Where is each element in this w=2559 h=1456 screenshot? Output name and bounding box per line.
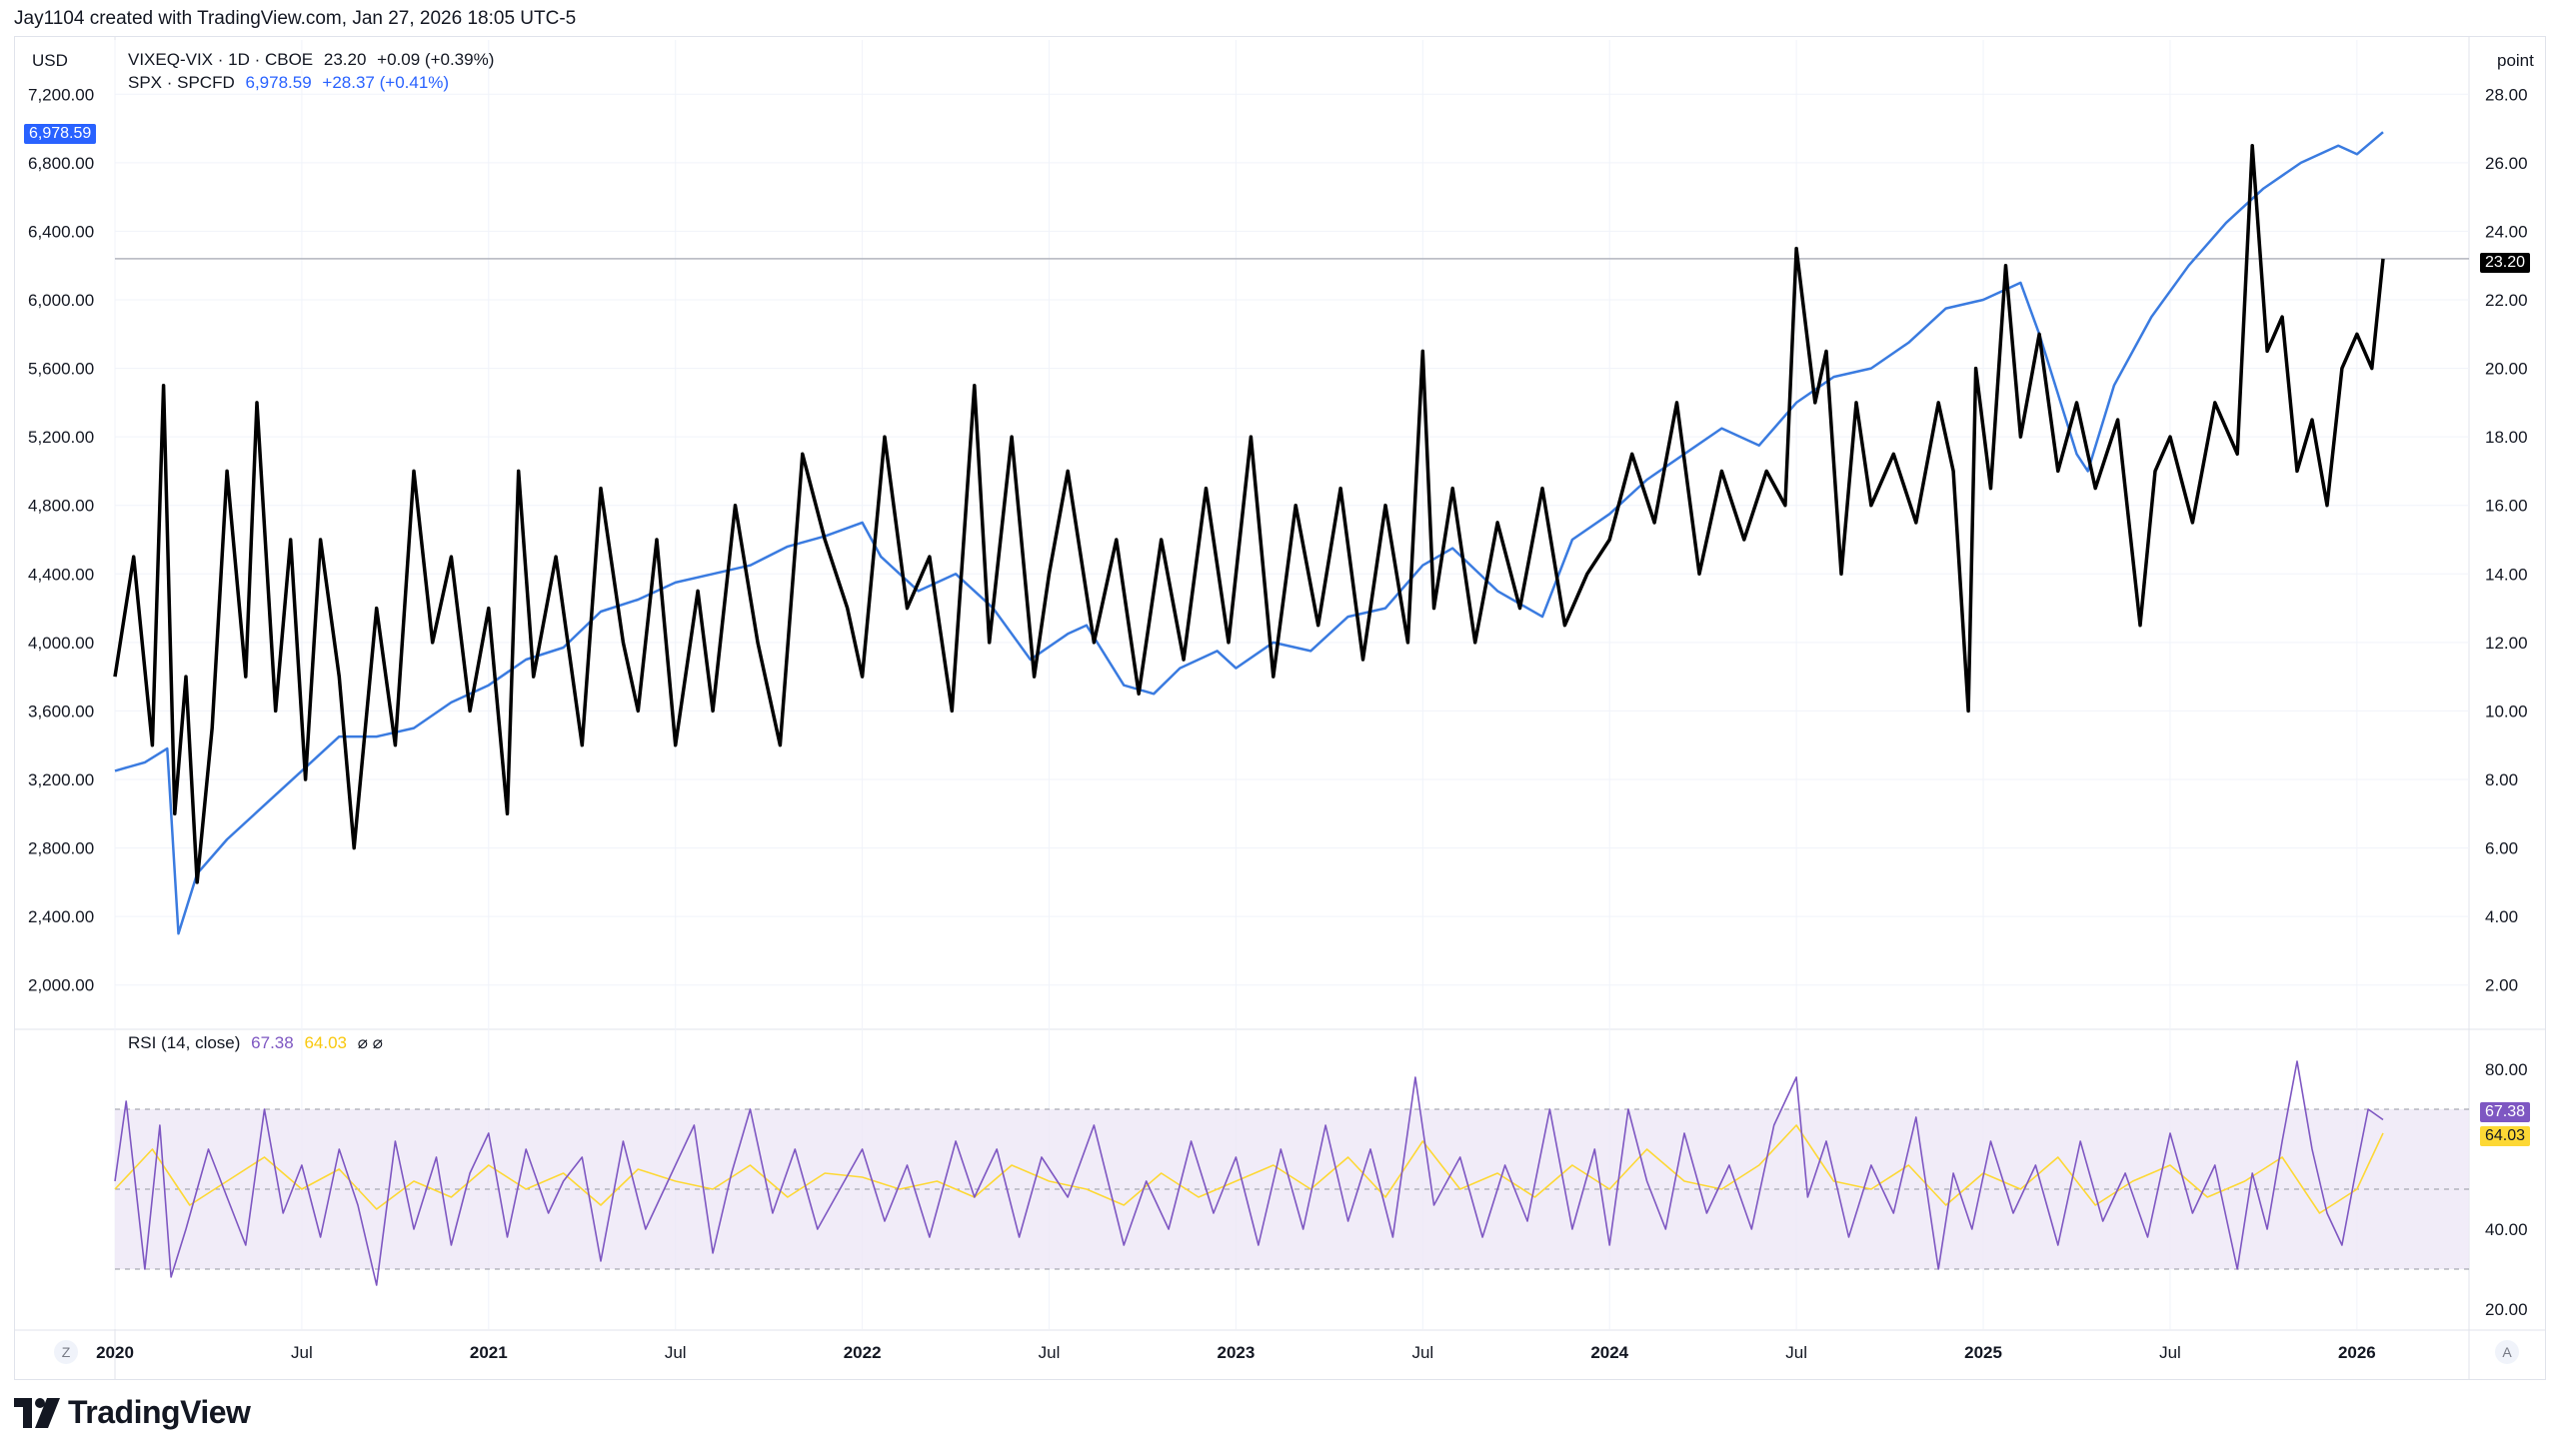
right-axis-tick-label: 8.00 bbox=[2485, 770, 2518, 789]
left-axis-tick-label: 2,000.00 bbox=[28, 976, 94, 995]
left-axis-tick-label: 6,000.00 bbox=[28, 291, 94, 310]
left-axis-tick-label: 4,000.00 bbox=[28, 634, 94, 653]
rsi-axis-tick-label: 40.00 bbox=[2485, 1220, 2528, 1239]
left-axis-tick-label: 6,400.00 bbox=[28, 222, 94, 241]
left-axis-tick-label: 3,200.00 bbox=[28, 770, 94, 789]
right-axis-tick-label: 22.00 bbox=[2485, 291, 2528, 310]
time-axis-tick-label: Jul bbox=[1039, 1343, 1061, 1362]
spx-legend-change: +28.37 (+0.41%) bbox=[322, 73, 450, 92]
left-axis-tick-label: 2,800.00 bbox=[28, 839, 94, 858]
right-axis-tick-label: 18.00 bbox=[2485, 428, 2528, 447]
right-axis-tick-label: 14.00 bbox=[2485, 565, 2528, 584]
right-axis-tick-label: 16.00 bbox=[2485, 497, 2528, 516]
spx-line bbox=[114, 131, 2384, 935]
right-axis-tick-label: 12.00 bbox=[2485, 634, 2528, 653]
tradingview-logo-icon bbox=[14, 1397, 60, 1428]
tradingview-logo[interactable]: TradingView bbox=[14, 1394, 251, 1431]
time-axis-tick-label: Jul bbox=[2159, 1343, 2181, 1362]
chart-attribution: Jay1104 created with TradingView.com, Ja… bbox=[14, 8, 577, 29]
chart-frame bbox=[14, 36, 2546, 1380]
right-axis-tick-label: 2.00 bbox=[2485, 976, 2518, 995]
spx-legend-value: 6,978.59 bbox=[245, 73, 312, 92]
rsi-ma-price-label: 64.03 bbox=[2480, 1126, 2531, 1146]
time-axis-tick-label: 2026 bbox=[2338, 1343, 2376, 1362]
vix-legend-value: 23.20 bbox=[323, 50, 367, 69]
left-axis-tick-label: 7,200.00 bbox=[28, 85, 94, 104]
right-axis-tick-label: 6.00 bbox=[2485, 839, 2518, 858]
right-axis-tick-label: 28.00 bbox=[2485, 85, 2528, 104]
rsi-line bbox=[114, 1060, 2384, 1286]
spx-legend-name: SPX · SPCFD bbox=[128, 73, 235, 92]
left-axis-tick-label: 5,200.00 bbox=[28, 428, 94, 447]
right-axis-tick-label: 24.00 bbox=[2485, 222, 2528, 241]
rsi-legend-name: RSI (14, close) bbox=[128, 1033, 241, 1052]
time-axis-tick-label: Jul bbox=[1785, 1343, 1807, 1362]
rsi-legend-ma-value: 64.03 bbox=[304, 1033, 347, 1052]
rsi-axis-tick-label: 20.00 bbox=[2485, 1300, 2528, 1319]
time-axis-tick-label: 2025 bbox=[1964, 1343, 2002, 1362]
rsi-axis-tick-label: 80.00 bbox=[2485, 1060, 2528, 1079]
vix-legend[interactable]: VIXEQ-VIX · 1D · CBOE 23.20 +0.09 (+0.39… bbox=[128, 50, 500, 70]
left-axis-unit: USD bbox=[32, 51, 68, 70]
vix-legend-change: +0.09 (+0.39%) bbox=[377, 50, 495, 69]
rsi-price-label: 67.38 bbox=[2480, 1102, 2531, 1122]
time-axis-tick-label: 2024 bbox=[1590, 1343, 1628, 1362]
left-axis-tick-label: 4,800.00 bbox=[28, 497, 94, 516]
time-axis-tick-label: 2022 bbox=[844, 1343, 882, 1362]
zoom-reset-button[interactable]: Z bbox=[54, 1340, 78, 1364]
vix-line bbox=[113, 143, 2385, 884]
time-axis-tick-label: Jul bbox=[291, 1343, 313, 1362]
rsi-legend-visibility-icons[interactable]: ⌀ ⌀ bbox=[357, 1033, 383, 1052]
spx-legend[interactable]: SPX · SPCFD 6,978.59 +28.37 (+0.41%) bbox=[128, 73, 455, 93]
left-axis-tick-label: 2,400.00 bbox=[28, 907, 94, 926]
right-axis-unit: point bbox=[2497, 51, 2534, 70]
left-axis-tick-label: 5,600.00 bbox=[28, 360, 94, 379]
rsi-legend-value: 67.38 bbox=[251, 1033, 294, 1052]
spx-price-label: 6,978.59 bbox=[24, 124, 97, 144]
vix-legend-name: VIXEQ-VIX · 1D · CBOE bbox=[128, 50, 314, 69]
right-axis-tick-label: 4.00 bbox=[2485, 907, 2518, 926]
left-axis-tick-label: 3,600.00 bbox=[28, 702, 94, 721]
tradingview-logo-text: TradingView bbox=[68, 1394, 251, 1430]
right-axis-tick-label: 20.00 bbox=[2485, 360, 2528, 379]
left-axis-tick-label: 4,400.00 bbox=[28, 565, 94, 584]
right-axis-tick-label: 10.00 bbox=[2485, 702, 2528, 721]
left-axis-tick-label: 6,800.00 bbox=[28, 154, 94, 173]
time-axis-tick-label: 2020 bbox=[96, 1343, 134, 1362]
time-axis-tick-label: 2023 bbox=[1218, 1343, 1256, 1362]
vix-price-label: 23.20 bbox=[2480, 253, 2531, 273]
time-axis-tick-label: Jul bbox=[665, 1343, 687, 1362]
auto-scale-button[interactable]: A bbox=[2495, 1340, 2519, 1364]
rsi-legend[interactable]: RSI (14, close) 67.38 64.03 ⌀ ⌀ bbox=[128, 1033, 389, 1053]
time-axis-tick-label: Jul bbox=[1411, 1343, 1433, 1362]
time-axis-tick-label: 2021 bbox=[470, 1343, 508, 1362]
right-axis-tick-label: 26.00 bbox=[2485, 154, 2528, 173]
